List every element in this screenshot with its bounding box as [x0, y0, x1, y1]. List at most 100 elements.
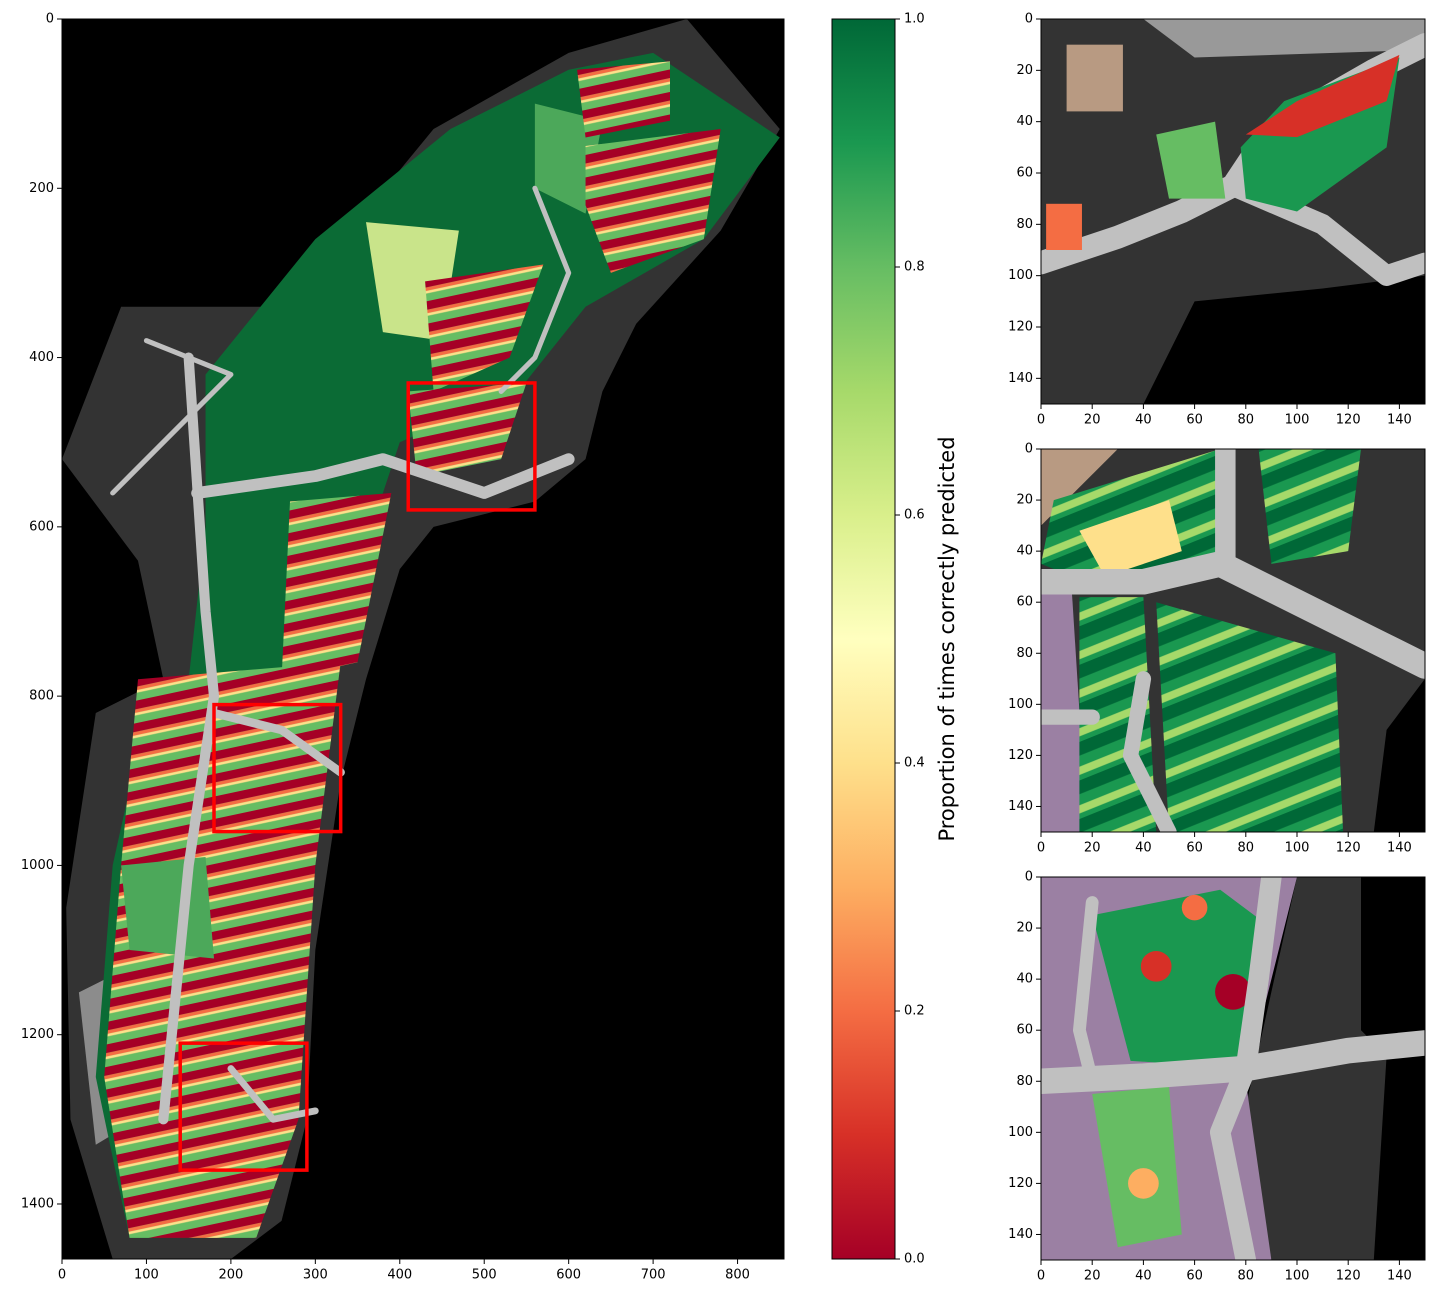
- channel: [227, 1065, 319, 1123]
- x-tick-label: 0: [58, 1268, 66, 1283]
- y-tick-label: 140: [1008, 799, 1033, 814]
- x-tick-label: 300: [303, 1268, 328, 1283]
- y-tick-label: 1400: [21, 1196, 54, 1211]
- y-tick-label: 400: [29, 350, 54, 365]
- y-tick-label: 120: [1008, 748, 1033, 763]
- y-tick-label: 80: [1016, 1074, 1033, 1089]
- y-tick-label: 0: [1025, 870, 1033, 885]
- y-tick-label: 200: [29, 181, 54, 196]
- highlight-box: [406, 381, 537, 512]
- y-tick-label: 20: [1016, 921, 1033, 936]
- y-tick-label: 800: [29, 689, 54, 704]
- striped-fields: [281, 492, 392, 680]
- x-tick-label: 60: [1186, 841, 1203, 856]
- patch: [1140, 951, 1172, 982]
- x-tick-label: 100: [134, 1268, 159, 1283]
- colorbar-label: Proportion of times correctly predicted: [935, 436, 959, 841]
- y-tick-label: 40: [1016, 114, 1033, 129]
- x-tick-label: 40: [1135, 413, 1152, 428]
- highlight-box: [178, 1041, 309, 1172]
- y-tick-label: 20: [1016, 493, 1033, 508]
- channel: [1072, 896, 1099, 1088]
- field: [1092, 889, 1272, 1069]
- y-tick-label: 600: [29, 519, 54, 534]
- y-tick-label: 120: [1008, 320, 1033, 335]
- y-tick-label: 60: [1016, 1023, 1033, 1038]
- y-tick-label: 80: [1016, 646, 1033, 661]
- x-tick-label: 700: [641, 1268, 666, 1283]
- y-tick-label: 100: [1008, 268, 1033, 283]
- inset-map: [1041, 877, 1425, 1260]
- axes-frame: [1040, 448, 1426, 833]
- y-tick-label: 140: [1008, 371, 1033, 386]
- x-tick-label: 120: [1336, 841, 1361, 856]
- x-tick-label: 20: [1084, 413, 1101, 428]
- highlight-box: [212, 702, 343, 834]
- y-tick-label: 0.6: [904, 508, 925, 523]
- x-tick-label: 20: [1084, 1269, 1101, 1284]
- x-tick-label: 400: [387, 1268, 412, 1283]
- x-tick-label: 20: [1084, 841, 1101, 856]
- x-tick-label: 0: [1037, 413, 1045, 428]
- field: [1046, 203, 1082, 250]
- axes-frame: [1040, 18, 1426, 405]
- x-tick-label: 100: [1285, 1269, 1310, 1284]
- field: [1258, 449, 1361, 564]
- y-tick-label: 140: [1008, 1227, 1033, 1242]
- x-tick-label: 80: [1238, 1269, 1255, 1284]
- y-tick-label: 120: [1008, 1176, 1033, 1191]
- striped-fields: [577, 61, 671, 138]
- y-tick-label: 0.2: [904, 1004, 925, 1019]
- y-tick-label: 1.0: [904, 12, 925, 27]
- axes-frame: [61, 18, 785, 1260]
- y-tick-label: 60: [1016, 595, 1033, 610]
- y-tick-label: 40: [1016, 544, 1033, 559]
- y-tick-label: 0: [46, 12, 54, 27]
- x-tick-label: 120: [1336, 413, 1361, 428]
- x-tick-label: 140: [1387, 1269, 1412, 1284]
- field: [1156, 121, 1226, 199]
- striped-fields: [425, 264, 544, 392]
- x-tick-label: 40: [1135, 841, 1152, 856]
- channel: [209, 708, 345, 777]
- x-tick-label: 100: [1285, 413, 1310, 428]
- y-tick-label: 0.8: [904, 260, 925, 275]
- x-tick-label: 140: [1387, 413, 1412, 428]
- y-tick-label: 0: [1025, 12, 1033, 27]
- x-tick-label: 600: [556, 1268, 581, 1283]
- y-tick-label: 100: [1008, 1125, 1033, 1140]
- channel: [1041, 551, 1425, 679]
- x-tick-label: 60: [1186, 1269, 1203, 1284]
- striped-fields: [585, 129, 721, 273]
- x-tick-label: 800: [725, 1268, 750, 1283]
- striped-fields: [408, 382, 527, 477]
- patch: [1128, 1168, 1159, 1199]
- inset-map: [1041, 19, 1425, 404]
- main-map: [62, 19, 784, 1259]
- patch: [1215, 974, 1251, 1010]
- y-tick-label: 0.4: [904, 756, 925, 771]
- axes-frame: [1040, 876, 1426, 1261]
- y-tick-label: 60: [1016, 166, 1033, 181]
- field: [1079, 500, 1182, 577]
- channel: [191, 453, 575, 499]
- y-tick-label: 1200: [21, 1027, 54, 1042]
- patch: [1181, 894, 1208, 921]
- channel: [110, 338, 234, 496]
- y-tick-label: 0.0: [904, 1252, 925, 1267]
- x-tick-label: 60: [1186, 413, 1203, 428]
- field: [1156, 602, 1344, 832]
- inset-clip: [1041, 877, 1425, 1260]
- x-tick-label: 500: [472, 1268, 497, 1283]
- y-tick-label: 1000: [21, 858, 54, 873]
- field: [1245, 54, 1400, 138]
- channel: [1122, 671, 1177, 832]
- x-tick-label: 140: [1387, 841, 1412, 856]
- inset-clip: [1041, 19, 1425, 404]
- x-tick-label: 200: [218, 1268, 243, 1283]
- y-tick-label: 40: [1016, 972, 1033, 987]
- channel: [498, 185, 572, 394]
- inset-map: [1041, 449, 1425, 832]
